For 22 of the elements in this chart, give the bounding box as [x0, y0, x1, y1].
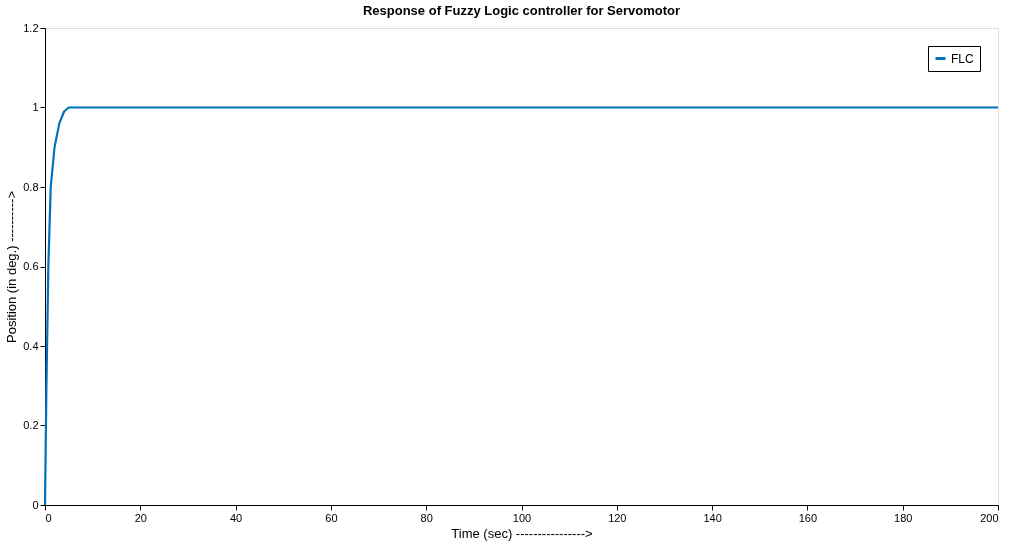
x-tick-label: 20 — [134, 511, 147, 524]
y-tick-label: 0 — [32, 498, 39, 511]
x-tick-label: 120 — [608, 511, 627, 524]
x-tick-label: 40 — [229, 511, 243, 524]
chart-title: Response of Fuzzy Logic controller for Servomotor — [362, 3, 681, 18]
y-tick-label: 0.4 — [23, 339, 39, 352]
x-tick-label: 60 — [325, 511, 338, 524]
x-tick-label: 100 — [512, 511, 532, 524]
x-tick-label: 160 — [798, 511, 818, 524]
x-tick-label: 140 — [703, 511, 722, 524]
x-axis-title: Time (sec) ----------------> — [451, 525, 593, 541]
x-tick-label: 180 — [894, 511, 913, 524]
y-tick-label: 0.6 — [23, 260, 39, 272]
y-tick-label: 1.2 — [23, 21, 39, 34]
legend-label: FLC — [951, 51, 974, 66]
x-tick-label: 200 — [980, 511, 999, 524]
x-tick-label: 80 — [420, 511, 433, 524]
y-axis-title: Position (in deg.) ----------> — [4, 190, 20, 344]
y-tick-label: 0.2 — [23, 419, 39, 431]
x-tick-label: 0 — [45, 511, 52, 524]
y-tick-label: 1 — [32, 101, 39, 113]
y-tick-label: 0.8 — [23, 180, 39, 193]
